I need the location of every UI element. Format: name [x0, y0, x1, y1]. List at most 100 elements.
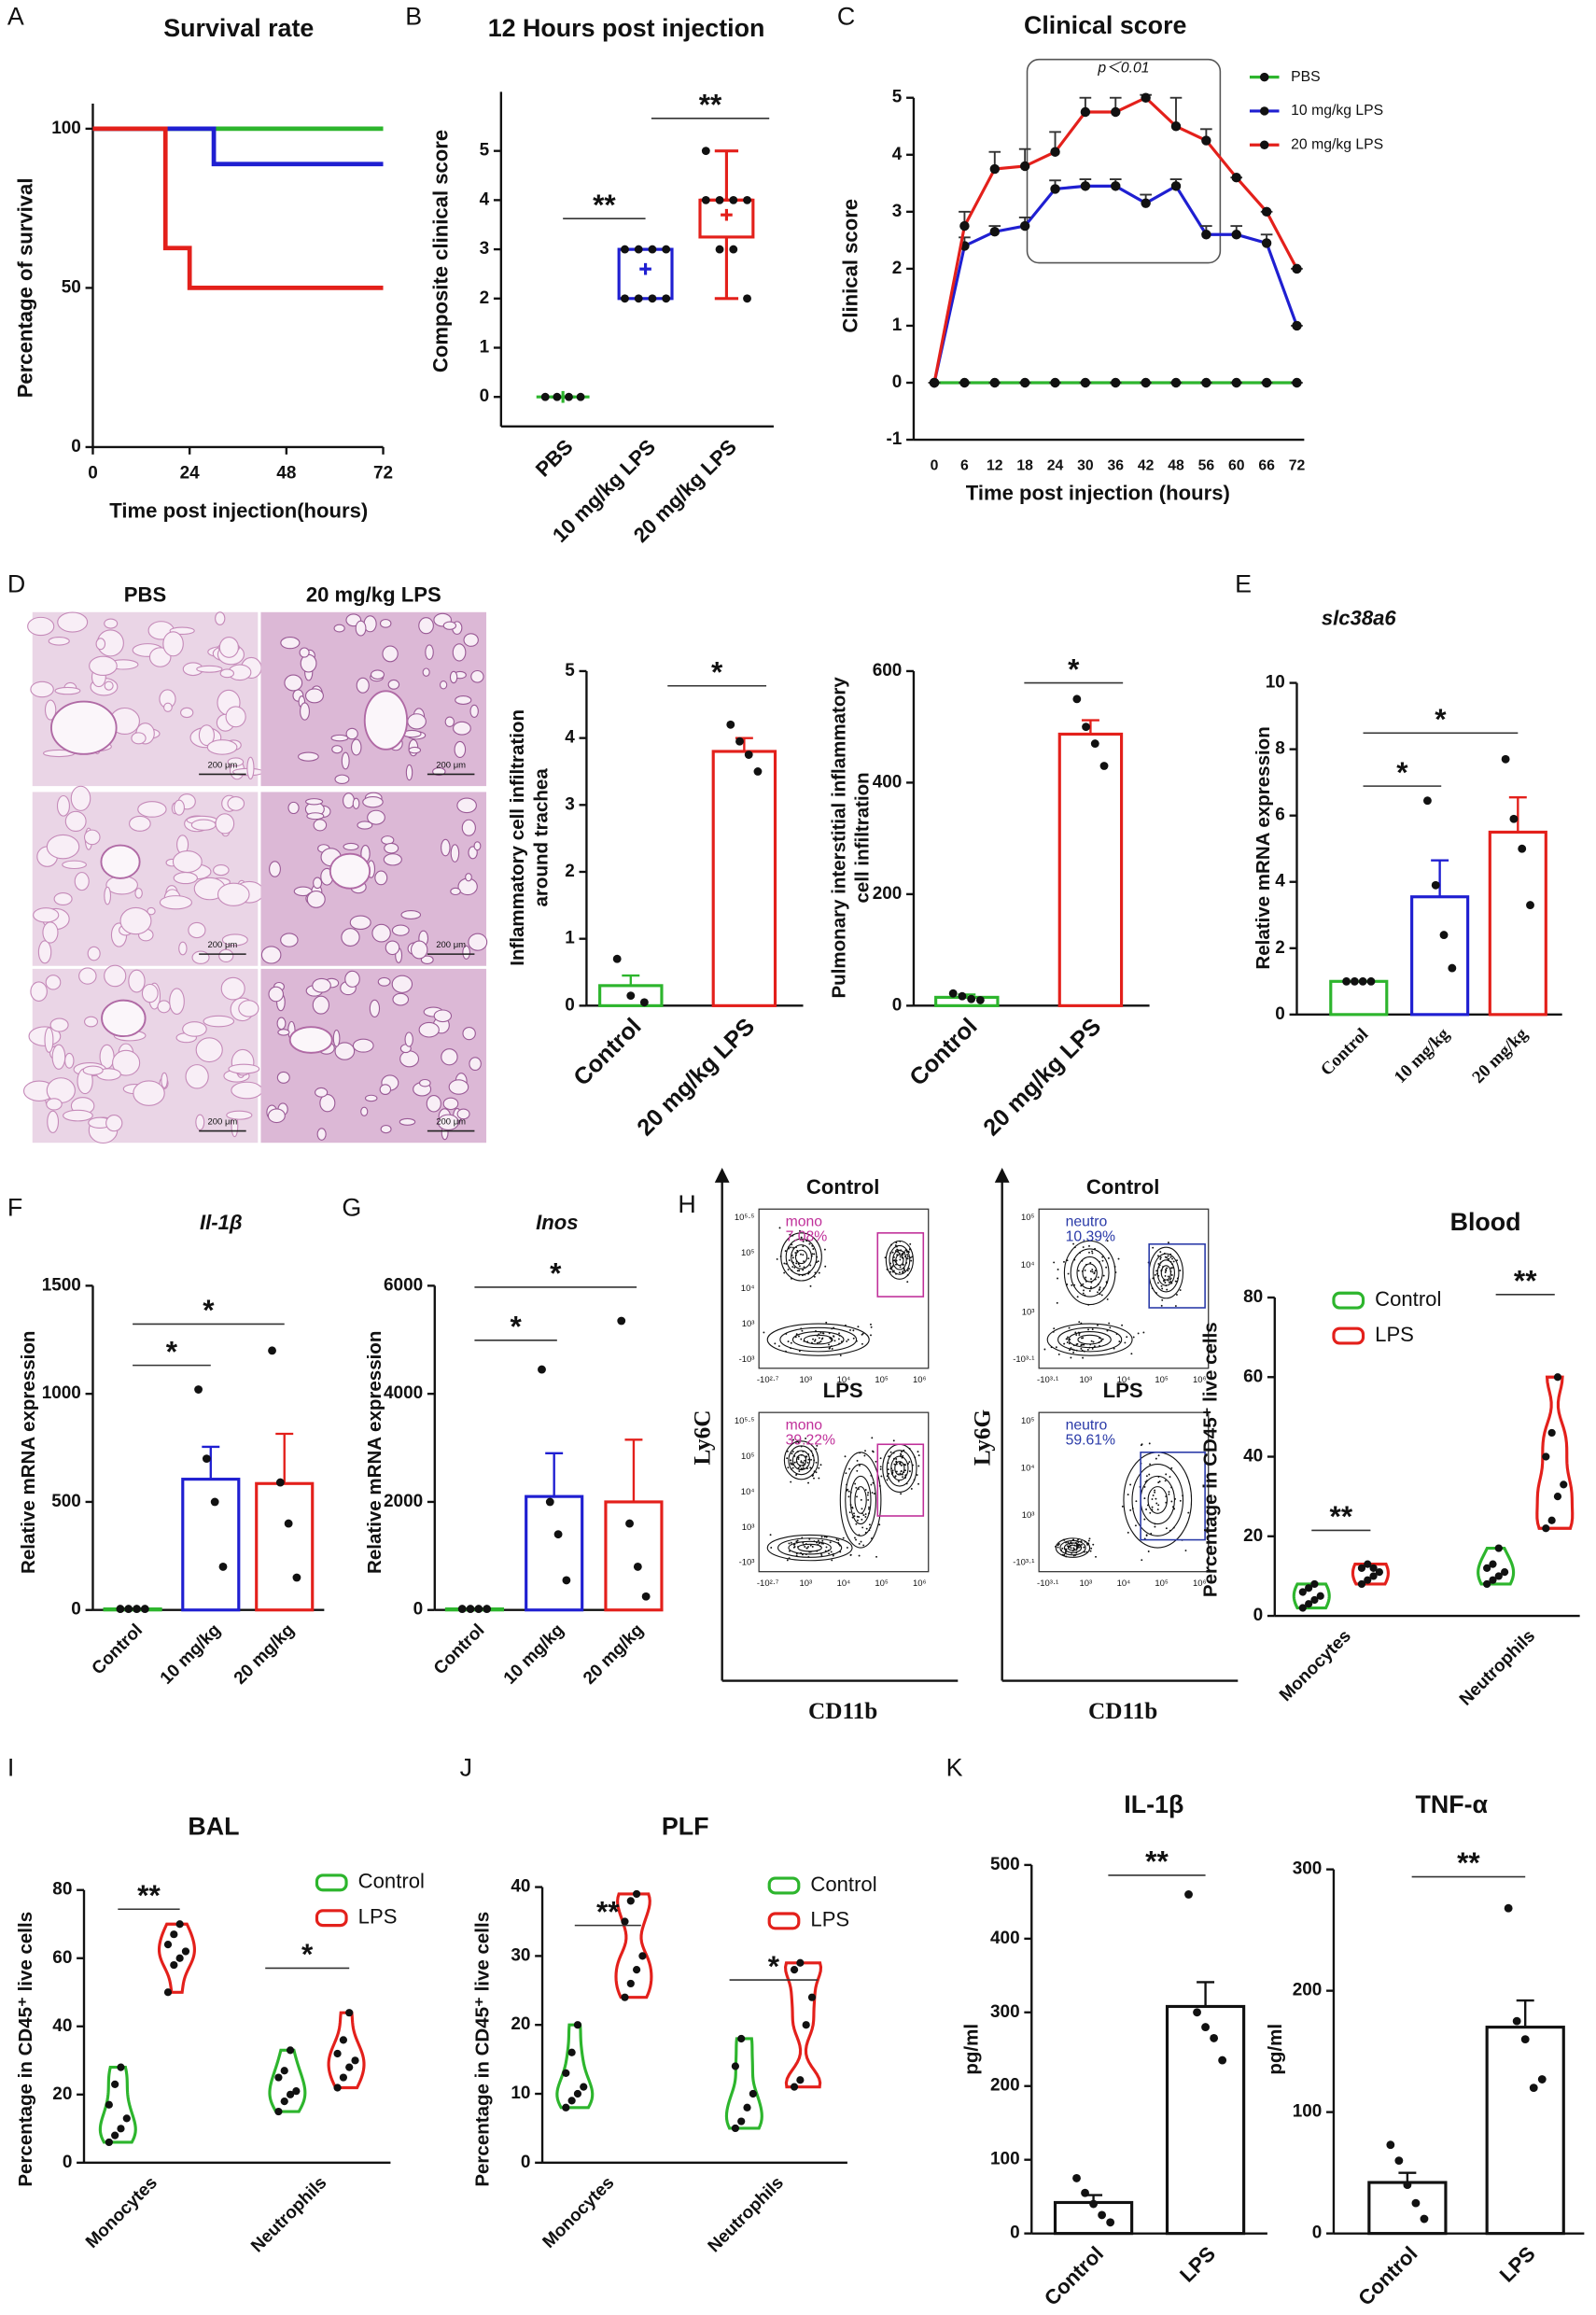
- y-axis-label: Relative mRNA expression: [1253, 726, 1274, 969]
- event-dot: [871, 1492, 874, 1494]
- tissue-texture: [131, 732, 147, 745]
- event-dot: [1080, 1344, 1083, 1347]
- y-tick-label: 4: [565, 728, 575, 748]
- tissue-texture: [180, 707, 194, 719]
- significance-label: **: [699, 88, 722, 121]
- point: [140, 1605, 149, 1613]
- tissue-texture: [231, 1081, 263, 1100]
- event-dot: [859, 1465, 861, 1466]
- point: [1560, 1480, 1568, 1489]
- point: [626, 991, 636, 1001]
- y-tick-label: 0: [63, 2153, 73, 2172]
- y-tick-label: 0: [1275, 1004, 1285, 1024]
- point: [1542, 1452, 1550, 1461]
- event-dot: [790, 1341, 792, 1344]
- legend-marker: [1260, 106, 1269, 116]
- y-tick-label: 6000: [384, 1275, 423, 1295]
- tissue-texture: [84, 1016, 99, 1028]
- y-tick-label: 200: [873, 884, 903, 904]
- event-dot: [870, 1323, 872, 1326]
- point: [715, 195, 724, 204]
- event-dot: [1154, 1491, 1156, 1494]
- event-dot: [1154, 1525, 1156, 1528]
- x-tick-label: 6: [960, 458, 969, 474]
- y-tick-label: 0: [892, 995, 903, 1015]
- y-tick-label: 60: [1243, 1367, 1263, 1386]
- tissue-texture: [293, 886, 313, 897]
- y-tick-label: 80: [1243, 1287, 1263, 1307]
- point: [1364, 1576, 1372, 1584]
- point: [726, 720, 735, 729]
- flow-y-tick: 10³: [1022, 1510, 1035, 1521]
- event-dot: [1164, 1274, 1167, 1277]
- event-dot: [783, 1271, 786, 1274]
- event-dot: [1171, 1257, 1174, 1260]
- contour: [885, 1240, 914, 1280]
- event-dot: [848, 1467, 851, 1470]
- tissue-texture: [407, 713, 427, 730]
- event-dot: [1089, 1261, 1092, 1264]
- point: [163, 1988, 173, 1997]
- event-dot: [817, 1260, 819, 1263]
- contour: [1046, 1323, 1133, 1356]
- y-tick-label: 5: [480, 141, 490, 161]
- point: [562, 2069, 570, 2077]
- legend-label: LPS: [358, 1905, 398, 1929]
- point: [553, 1530, 563, 1539]
- significance-label: **: [1514, 1264, 1537, 1298]
- event-dot: [1070, 1347, 1072, 1349]
- y-tick-label: 0: [1010, 2224, 1020, 2243]
- tissue-texture: [30, 981, 48, 1002]
- event-dot: [901, 1464, 903, 1466]
- point: [743, 195, 751, 204]
- event-dot: [1091, 1252, 1094, 1255]
- tissue-texture: [62, 860, 87, 870]
- event-dot: [833, 1340, 836, 1342]
- event-dot: [787, 1340, 790, 1343]
- event-dot: [1168, 1242, 1169, 1244]
- tissue-texture: [470, 669, 484, 683]
- event-dot: [1129, 1483, 1132, 1486]
- event-dot: [1179, 1270, 1182, 1272]
- point: [638, 1952, 647, 1960]
- bar: [934, 995, 1000, 1007]
- bar: [711, 750, 777, 1007]
- y-tick-label: 300: [990, 2002, 1020, 2022]
- tissue-texture: [267, 1108, 286, 1124]
- violin: [268, 2048, 307, 2113]
- vessel: [329, 852, 371, 890]
- event-dot: [832, 1554, 834, 1557]
- tissue-texture: [385, 940, 400, 956]
- y-tick-label: 0: [892, 372, 903, 392]
- y-tick-label: 10: [1266, 673, 1285, 693]
- contour: [889, 1244, 911, 1275]
- tissue-texture: [352, 1038, 374, 1053]
- tissue-texture: [456, 797, 477, 814]
- point: [1448, 963, 1457, 973]
- event-dot: [1100, 1294, 1103, 1297]
- point: [545, 1497, 554, 1507]
- y-tick-label: 0: [71, 437, 81, 456]
- event-dot: [820, 1554, 823, 1556]
- bar: [598, 984, 664, 1007]
- point: [735, 737, 744, 746]
- y-tick-label: 1000: [42, 1383, 81, 1403]
- event-dot: [1156, 1508, 1159, 1511]
- tissue-texture: [391, 924, 410, 936]
- legend-label: Control: [358, 1870, 425, 1893]
- event-dot: [1088, 1251, 1090, 1254]
- event-dot: [1063, 1342, 1066, 1345]
- event-dot: [904, 1464, 907, 1466]
- event-dot: [800, 1338, 803, 1340]
- event-dot: [1070, 1547, 1072, 1550]
- point: [729, 245, 738, 254]
- event-dot: [1130, 1353, 1133, 1355]
- violin: [1351, 1563, 1390, 1586]
- point: [1537, 2075, 1547, 2084]
- event-dot: [1057, 1544, 1059, 1547]
- panel-label: G: [342, 1193, 361, 1221]
- y-axis-label: around trachea: [530, 768, 552, 907]
- event-dot: [862, 1514, 865, 1517]
- tissue-texture: [137, 801, 167, 818]
- y-tick-label: 200: [990, 2076, 1020, 2096]
